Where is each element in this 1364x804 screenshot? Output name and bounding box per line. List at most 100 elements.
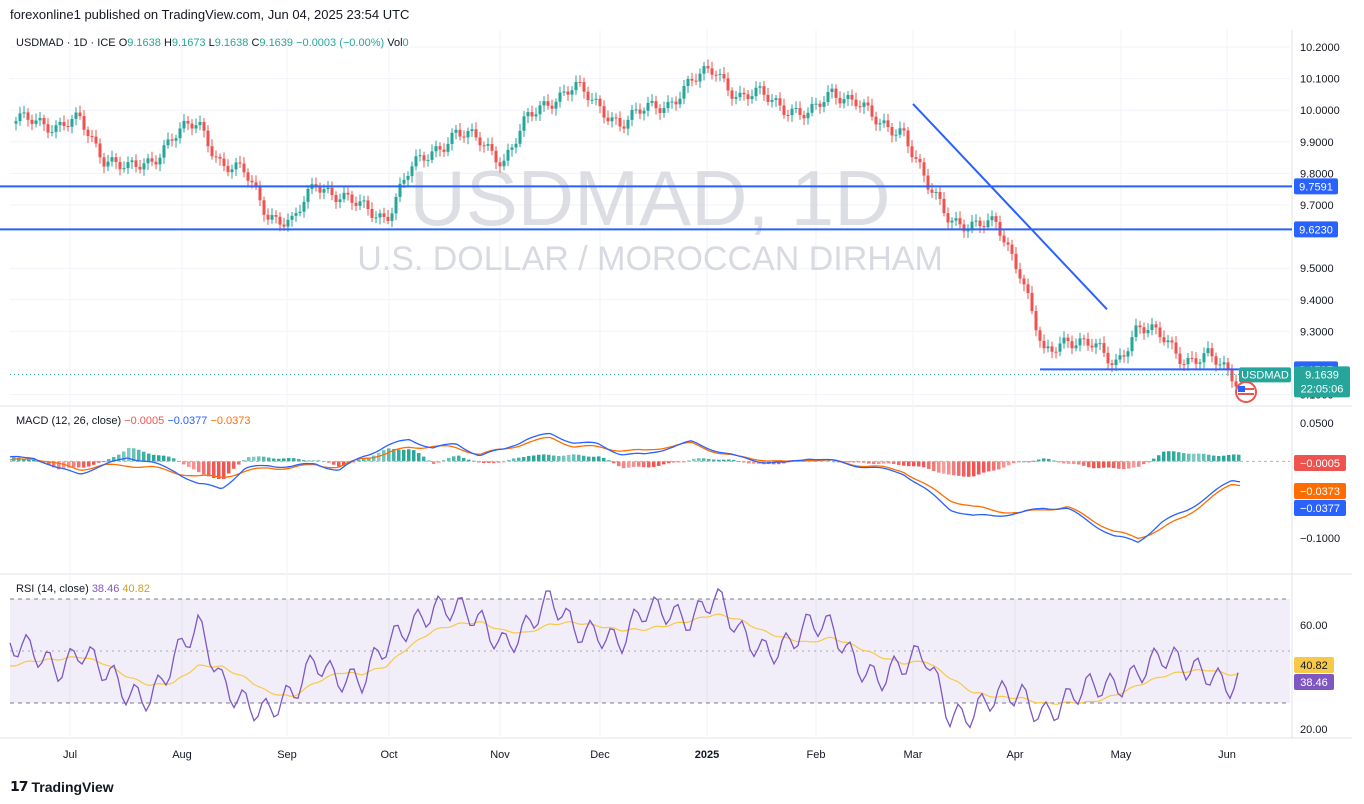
- macd-histogram-bar: [512, 458, 516, 462]
- candle-up: [34, 120, 38, 124]
- candle-up: [502, 160, 506, 167]
- candle-down: [1002, 235, 1006, 243]
- candle-up: [58, 122, 62, 126]
- macd-histogram-bar: [827, 460, 831, 462]
- candle-down: [1210, 348, 1214, 357]
- macd-histogram-bar: [732, 459, 736, 462]
- macd-histogram-bar: [632, 461, 636, 467]
- candle-up: [682, 86, 686, 99]
- candle-up: [794, 107, 798, 109]
- candle-down: [98, 143, 102, 158]
- candle-up: [158, 157, 162, 165]
- candle-down: [654, 101, 658, 109]
- brand-text: TradingView: [31, 778, 114, 795]
- candle-down: [922, 162, 926, 176]
- candle-up: [686, 78, 690, 87]
- macd-histogram-bar: [52, 461, 56, 468]
- rsi-line: [9, 587, 1239, 729]
- macd-histogram-bar: [1182, 453, 1186, 462]
- candle-down: [802, 114, 806, 119]
- candle-down: [266, 214, 270, 220]
- candle-down: [134, 160, 138, 167]
- candle-down: [978, 220, 982, 227]
- macd-histogram-bar: [152, 454, 156, 462]
- candle-down: [606, 117, 610, 122]
- legend-volume: 0: [403, 37, 409, 49]
- macd-histogram-bar: [487, 461, 491, 464]
- candle-up: [878, 123, 882, 125]
- macd-histogram-bar: [777, 461, 781, 465]
- candle-down: [762, 86, 766, 95]
- candle-up: [698, 73, 702, 82]
- macd-value-tag: [1294, 455, 1346, 471]
- candle-up: [970, 221, 974, 229]
- macd-histogram-bar: [507, 459, 511, 462]
- candle-up: [822, 102, 826, 107]
- candle-down: [250, 180, 254, 183]
- candle-down: [962, 224, 966, 232]
- macd-histogram-bar: [282, 458, 286, 462]
- candle-down: [1018, 269, 1022, 279]
- candle-down: [1086, 338, 1090, 346]
- legend-low: 9.1638: [215, 37, 252, 49]
- candle-down: [442, 149, 446, 152]
- candle-down: [930, 189, 934, 193]
- candle-down: [1106, 352, 1110, 364]
- candle-down: [90, 136, 94, 138]
- macd-histogram-bar: [182, 461, 186, 465]
- macd-histogram-bar: [242, 460, 246, 462]
- macd-histogram-bar: [87, 461, 91, 467]
- candle-down: [1122, 355, 1126, 357]
- time-axis-tick: Jul: [63, 749, 77, 761]
- candle-down: [1158, 327, 1162, 338]
- candle-up: [562, 91, 566, 93]
- macd-histogram-bar: [267, 457, 271, 462]
- candle-up: [298, 211, 302, 214]
- candle-down: [582, 82, 586, 92]
- macd-histogram-bar: [622, 461, 626, 469]
- macd-histogram-bar: [377, 452, 381, 462]
- macd-histogram-bar: [397, 449, 401, 462]
- candle-down: [1190, 357, 1194, 359]
- candle-down: [1066, 337, 1070, 342]
- candle-up: [434, 146, 438, 152]
- macd-histogram-bar: [657, 461, 661, 466]
- time-axis-tick: Nov: [490, 749, 510, 761]
- macd-histogram-bar: [232, 461, 236, 469]
- candle-down: [1014, 253, 1018, 270]
- candle-up: [162, 145, 166, 158]
- macd-histogram-bar: [207, 461, 211, 477]
- candle-up: [122, 168, 126, 170]
- macd-histogram-bar: [707, 458, 711, 462]
- macd-histogram-bar: [422, 456, 426, 462]
- macd-title: MACD (12, 26, close): [16, 415, 124, 427]
- macd-histogram-bar: [987, 461, 991, 472]
- macd-histogram-bar: [877, 461, 881, 465]
- candle-down: [102, 157, 106, 167]
- candle-down: [274, 215, 278, 217]
- macd-value-tag: [1294, 500, 1346, 516]
- macd-value-label: −0.0005: [1300, 458, 1340, 470]
- candle-up: [590, 99, 594, 101]
- last-price-value: 9.1639: [1305, 369, 1339, 381]
- candle-up: [1118, 355, 1122, 360]
- macd-histogram-bar: [1187, 453, 1191, 462]
- candle-down: [258, 186, 262, 201]
- candle-up: [398, 183, 402, 197]
- candle-up: [1078, 338, 1082, 346]
- candle-up: [106, 161, 110, 167]
- rsi-ma-value: 40.82: [122, 583, 150, 595]
- candle-down: [346, 192, 350, 195]
- candle-up: [418, 155, 422, 157]
- candle-up: [406, 175, 410, 180]
- candle-up: [1134, 325, 1138, 338]
- macd-histogram-bar: [1007, 461, 1011, 466]
- tradingview-logo-icon: 𝟭𝟳: [10, 778, 29, 794]
- macd-histogram-bar: [1057, 461, 1061, 463]
- macd-histogram-bar: [702, 458, 706, 462]
- legend-l-label: L: [209, 37, 215, 49]
- macd-histogram-bar: [1082, 461, 1086, 466]
- macd-value-label: −0.0373: [1300, 486, 1340, 498]
- tradingview-brand[interactable]: 𝟭𝟳 TradingView: [10, 778, 114, 795]
